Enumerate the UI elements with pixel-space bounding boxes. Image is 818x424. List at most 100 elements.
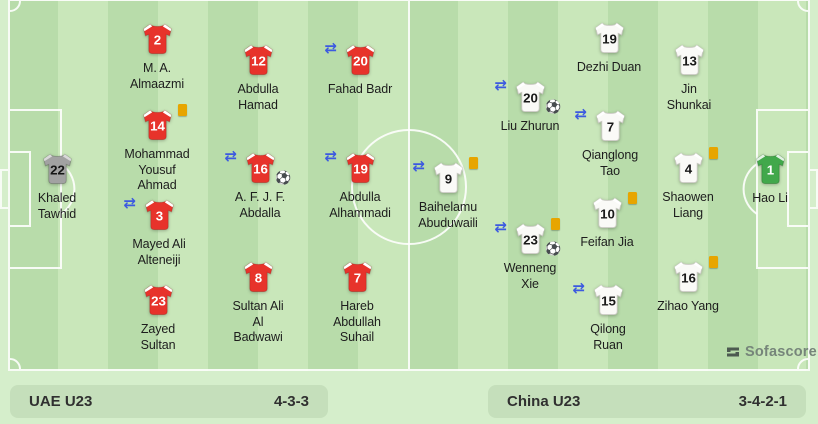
player-name: Dezhi Duan xyxy=(576,60,642,74)
player-name: Khaled Tawhid xyxy=(37,191,77,221)
player-number: 1 xyxy=(766,162,774,177)
player-name: Mohammad Yousuf Ahmad xyxy=(124,147,190,192)
jersey-icon: 7 xyxy=(342,261,372,293)
home-team-name: UAE U23 xyxy=(29,393,93,410)
player-away-dezhi-duan[interactable]: 19 Dezhi Duan xyxy=(561,21,657,76)
substitution-icon: ⇄ xyxy=(324,147,338,165)
player-away-qianglong-tao[interactable]: 7 ⇄ Qianglong Tao xyxy=(562,107,658,179)
player-away-qilong-ruan[interactable]: 15 ⇄ Qilong Ruan xyxy=(560,279,656,353)
yellow-card-icon xyxy=(708,256,718,268)
player-number: 12 xyxy=(251,53,266,68)
player-away-feifan-jia[interactable]: 10 Feifan Jia xyxy=(559,192,655,251)
substitution-icon: ⇄ xyxy=(324,39,338,57)
player-name: Abdulla Alhammadi xyxy=(329,190,391,220)
substitution-icon: ⇄ xyxy=(494,218,508,236)
jersey-icon: 20 xyxy=(515,81,545,113)
right-goal-area xyxy=(787,151,808,227)
jersey: 16 xyxy=(672,256,718,293)
jersey-icon: 2 xyxy=(142,23,172,55)
jersey-icon: 4 xyxy=(673,152,703,184)
jersey: 8 xyxy=(242,260,275,293)
player-name: Qianglong Tao xyxy=(581,148,639,178)
substitution-icon: ⇄ xyxy=(574,105,588,123)
jersey-icon: 20 xyxy=(345,44,375,76)
substitution-icon: ⇄ xyxy=(123,194,137,212)
player-home-zayed-sultan[interactable]: 23 Zayed Sultan xyxy=(110,283,206,353)
jersey: 7 ⇄ xyxy=(575,107,627,142)
player-number: 20 xyxy=(353,53,368,68)
player-number: 23 xyxy=(151,293,166,308)
jersey-icon: 16 xyxy=(673,261,703,293)
player-number: 7 xyxy=(606,119,613,134)
player-home-a-f-j-f-abdalla[interactable]: 16 ⇄ ⚽ A. F. J. F. Abdalla xyxy=(212,149,308,221)
sofascore-watermark: Sofascore xyxy=(726,344,817,360)
player-home-fahad-badr[interactable]: 20 ⇄ Fahad Badr xyxy=(312,41,408,98)
player-name: Zayed Sultan xyxy=(140,322,176,352)
football-pitch xyxy=(8,0,810,371)
jersey-icon: 22 xyxy=(42,153,72,185)
sofascore-logo-icon xyxy=(727,347,739,357)
goal-icon: ⚽ xyxy=(275,171,292,186)
yellow-card-icon xyxy=(550,218,560,230)
player-name: Abdulla Hamad xyxy=(237,82,279,112)
player-name: Mayed Ali Alteneiji xyxy=(132,237,186,267)
substitution-icon: ⇄ xyxy=(494,76,508,94)
player-number: 20 xyxy=(523,90,538,105)
jersey-icon: 19 xyxy=(345,152,375,184)
jersey: 12 xyxy=(242,43,275,76)
right-penalty-area xyxy=(756,109,808,269)
corner-arc xyxy=(10,358,21,369)
player-away-hao-li[interactable]: 1 Hao Li xyxy=(722,152,818,207)
corner-arc xyxy=(797,358,808,369)
player-home-abdulla-alhammadi[interactable]: 19 ⇄ Abdulla Alhammadi xyxy=(312,147,408,221)
substitution-icon: ⇄ xyxy=(572,279,586,297)
left-penalty-area xyxy=(10,109,62,269)
jersey: 23 xyxy=(142,283,175,316)
jersey: 3 ⇄ xyxy=(124,196,176,231)
player-away-jin-shunkai[interactable]: 13 Jin Shunkai xyxy=(641,43,737,113)
watermark-text: Sofascore xyxy=(745,344,817,360)
jersey: 20 ⇄ ⚽ xyxy=(495,78,562,115)
jersey-icon: 14 xyxy=(142,109,172,141)
player-away-liu-zhurun[interactable]: 20 ⇄ ⚽ Liu Zhurun xyxy=(482,78,578,135)
jersey: 14 xyxy=(141,104,187,141)
player-away-wenneng-xie[interactable]: 23 ⇄ ⚽ Wenneng Xie xyxy=(482,218,578,292)
player-home-m-a-almaazmi[interactable]: 2 M. A. Almaazmi xyxy=(109,22,205,92)
jersey-icon: 8 xyxy=(243,261,273,293)
player-home-mohammad-yousuf-ahmad[interactable]: 14 Mohammad Yousuf Ahmad xyxy=(109,104,205,194)
player-home-hareb-abdullah-suhail[interactable]: 7 Hareb Abdullah Suhail xyxy=(309,260,405,346)
player-number: 10 xyxy=(600,206,615,221)
player-away-shaowen-liang[interactable]: 4 Shaowen Liang xyxy=(640,147,736,221)
player-home-khaled-tawhid[interactable]: 22 Khaled Tawhid xyxy=(9,152,105,222)
player-home-sultan-ali-al-badwawi[interactable]: 8 Sultan Ali Al Badwawi xyxy=(210,260,306,346)
player-home-abdulla-hamad[interactable]: 12 Abdulla Hamad xyxy=(210,43,306,113)
jersey: 20 ⇄ xyxy=(325,41,377,76)
player-number: 2 xyxy=(153,32,160,47)
left-penalty-arc xyxy=(60,163,76,215)
player-home-mayed-ali-alteneiji[interactable]: 3 ⇄ Mayed Ali Alteneiji xyxy=(111,196,207,268)
yellow-card-icon xyxy=(177,104,187,116)
pitch-markings xyxy=(10,1,808,369)
jersey: 22 xyxy=(41,152,74,185)
player-away-zihao-yang[interactable]: 16 Zihao Yang xyxy=(640,256,736,315)
player-name: A. F. J. F. Abdalla xyxy=(234,190,286,220)
players-layer: 22 Khaled Tawhid 2 M. A. Almaazmi 14 Moh… xyxy=(9,21,818,353)
jersey-icon: 7 xyxy=(595,110,625,142)
player-number: 9 xyxy=(444,171,451,186)
jersey: 1 xyxy=(754,152,787,185)
player-name: Zihao Yang xyxy=(657,299,719,313)
jersey: 4 xyxy=(672,147,718,184)
player-number: 16 xyxy=(253,161,268,176)
player-number: 13 xyxy=(682,53,697,68)
player-name: Hao Li xyxy=(752,191,788,205)
player-number: 22 xyxy=(50,162,65,177)
jersey-icon: 10 xyxy=(592,197,622,229)
jersey-icon: 9 xyxy=(433,162,463,194)
corner-arc xyxy=(10,1,21,12)
player-name: Liu Zhurun xyxy=(500,119,560,133)
player-away-baihelamu-abuduwaili[interactable]: 9 ⇄ Baihelamu Abuduwaili xyxy=(400,157,496,231)
goal-icon: ⚽ xyxy=(545,100,562,115)
teams-bar: UAE U23 4-3-3 China U23 3-4-2-1 xyxy=(0,377,818,424)
player-number: 16 xyxy=(681,270,696,285)
jersey-icon: 13 xyxy=(674,44,704,76)
